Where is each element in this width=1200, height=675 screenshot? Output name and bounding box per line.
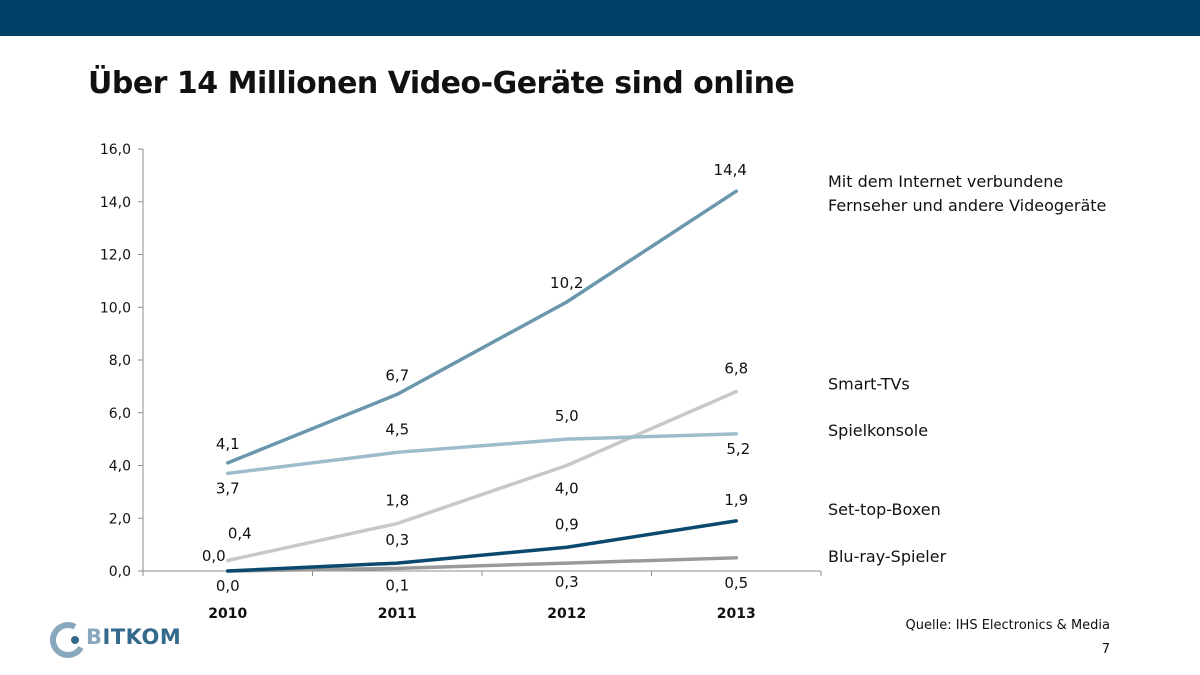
source-note: Quelle: IHS Electronics & Media — [905, 618, 1111, 633]
data-label: 0,0 — [216, 577, 240, 595]
x-tick-label: 2013 — [717, 606, 756, 622]
series-name-label: Set-top-Boxen — [828, 500, 941, 519]
data-label: 0,5 — [724, 574, 748, 592]
series-name-label: Blu-ray-Spieler — [828, 547, 947, 566]
series-line — [226, 556, 738, 573]
series-name-label: Fernseher und andere Videogeräte — [828, 196, 1106, 215]
y-tick-label: 10,0 — [100, 300, 131, 316]
bitkom-logo-icon — [48, 618, 198, 662]
data-label: 0,0 — [202, 547, 226, 565]
y-tick-label: 8,0 — [109, 353, 131, 369]
data-label: 5,0 — [555, 407, 579, 425]
data-label: 4,5 — [385, 420, 409, 438]
logo-text: BITKOM — [86, 625, 181, 649]
y-tick-label: 12,0 — [100, 248, 131, 264]
y-tick-label: 14,0 — [100, 195, 131, 211]
data-label: 10,2 — [550, 274, 583, 292]
data-label: 0,1 — [385, 576, 409, 594]
series-line — [226, 519, 738, 573]
x-tick-label: 2010 — [208, 606, 247, 622]
y-tick-label: 6,0 — [109, 406, 131, 422]
data-label: 0,3 — [555, 573, 579, 591]
x-tick-label: 2012 — [547, 606, 586, 622]
series-name-label: Mit dem Internet verbundene — [828, 172, 1063, 191]
data-label: 6,8 — [724, 360, 748, 378]
y-tick-label: 16,0 — [100, 142, 131, 158]
logo-text-rest: ITKOM — [102, 625, 182, 649]
data-label: 5,2 — [726, 440, 750, 458]
logo-text-b: B — [86, 625, 103, 649]
series-name-label: Smart-TVs — [828, 375, 910, 394]
data-label: 0,3 — [385, 531, 409, 549]
series-name-label: Spielkonsole — [828, 421, 928, 440]
x-tick-label: 2011 — [378, 606, 417, 622]
data-label: 0,4 — [228, 524, 252, 542]
series-line — [226, 189, 738, 465]
data-label: 6,7 — [385, 366, 409, 384]
header-bar — [0, 0, 1200, 36]
y-tick-label: 0,0 — [109, 564, 131, 580]
y-tick-label: 4,0 — [109, 459, 131, 475]
data-label: 4,1 — [216, 435, 240, 453]
series-line — [226, 389, 738, 563]
data-label: 0,9 — [555, 515, 579, 533]
slide-title: Über 14 Millionen Video-Geräte sind onli… — [88, 66, 795, 101]
data-label: 4,0 — [555, 480, 579, 498]
y-tick-label: 2,0 — [109, 511, 131, 527]
data-label: 1,8 — [385, 492, 409, 510]
series-line — [226, 432, 738, 476]
page-number: 7 — [1101, 642, 1110, 657]
data-label: 3,7 — [216, 479, 240, 497]
data-label: 14,4 — [714, 161, 747, 179]
data-label: 1,9 — [724, 491, 748, 509]
